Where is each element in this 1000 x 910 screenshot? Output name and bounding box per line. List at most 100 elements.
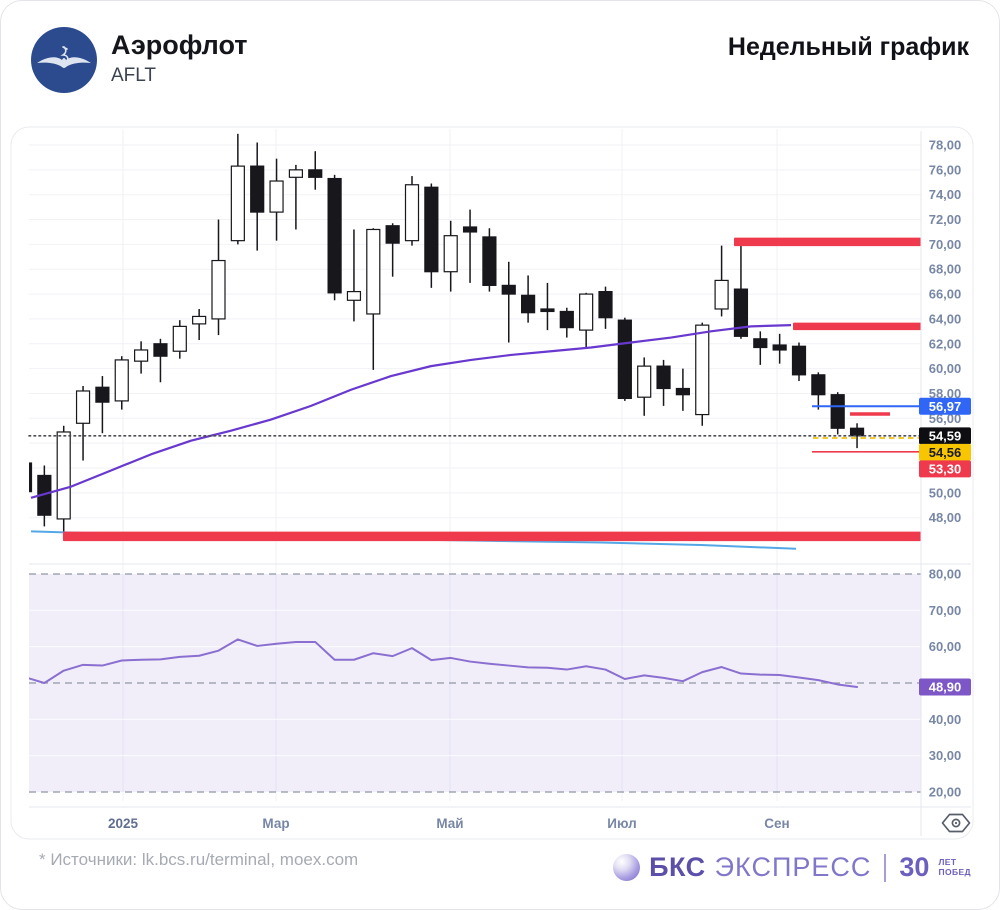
candle — [482, 228, 497, 292]
rsi-badge[interactable]: 48,90 — [919, 678, 971, 696]
axis-tick-label: 64,00 — [929, 311, 962, 326]
candle — [753, 331, 768, 365]
axis-tick-label: 40,00 — [929, 712, 962, 727]
red-zone[interactable] — [63, 531, 921, 542]
candle — [153, 338, 168, 383]
brand-anniversary-line2: ПОБЕД — [938, 866, 971, 877]
candle — [327, 174, 342, 301]
time-tick-label: Май — [436, 816, 463, 831]
chart-widget-border — [10, 126, 974, 840]
axis-tick-label: 66,00 — [929, 287, 962, 302]
candle — [714, 245, 729, 317]
svg-text:56,97: 56,97 — [929, 399, 962, 414]
candle — [172, 320, 187, 359]
candle — [579, 292, 594, 348]
candle — [559, 307, 574, 338]
candle — [29, 462, 33, 493]
timeframe-label: Недельный график — [727, 33, 969, 61]
candle — [404, 176, 420, 246]
axis-tick-label: 74,00 — [929, 187, 962, 202]
candle — [192, 308, 207, 341]
candle — [695, 322, 710, 426]
brand-divider — [884, 853, 887, 882]
candle — [211, 219, 226, 336]
brand-bks: БКС — [649, 852, 706, 882]
brand-express: ЭКСПРЕСС — [714, 852, 872, 882]
candle — [598, 286, 613, 329]
axis-tick-label: 58,00 — [929, 386, 962, 401]
axis-tick-label: 50,00 — [929, 485, 962, 500]
candle — [308, 151, 323, 190]
svg-text:48,90: 48,90 — [929, 680, 962, 695]
time-tick-label: Сен — [764, 816, 789, 831]
brand-anniversary-line1: ЛЕТ — [938, 856, 957, 867]
candle — [443, 220, 458, 292]
axis-tick-label: 30,00 — [929, 748, 962, 763]
candle — [501, 261, 516, 343]
candle — [288, 164, 303, 230]
axis-tick-label: 76,00 — [929, 162, 962, 177]
axis-tick-label: 48,00 — [929, 510, 962, 525]
axis-tick-label: 78,00 — [929, 138, 962, 153]
candle — [230, 133, 245, 245]
red-zone[interactable] — [793, 322, 921, 331]
svg-text:53,30: 53,30 — [929, 462, 962, 477]
time-tick-label: Мар — [262, 816, 289, 831]
candle — [540, 282, 555, 331]
axis-tick-label: 60,00 — [929, 361, 962, 376]
candle — [675, 368, 691, 411]
candle — [656, 359, 671, 406]
axis-tick-label: 72,00 — [929, 212, 962, 227]
rsi-line — [29, 638, 859, 688]
candle — [250, 142, 265, 251]
candle — [462, 209, 478, 283]
candle — [791, 342, 807, 382]
axis-tick-label: 20,00 — [929, 784, 962, 799]
svg-text:54,59: 54,59 — [929, 429, 962, 444]
separators — [29, 131, 971, 836]
instrument-title: Аэрофлот — [111, 30, 248, 60]
axis-tick-label: 80,00 — [929, 567, 962, 582]
candle — [346, 229, 362, 322]
svg-text:54,56: 54,56 — [929, 445, 962, 460]
candle — [134, 341, 149, 374]
rsi-gridlines — [29, 609, 921, 757]
price-badge-54,59[interactable]: 54,59 — [919, 427, 971, 445]
sources-note: * Источники: lk.bcs.ru/terminal, moex.co… — [39, 850, 359, 869]
candle — [520, 275, 536, 323]
axis-tick-label: 70,00 — [929, 603, 962, 618]
candle — [56, 425, 71, 539]
price-gridlines — [29, 144, 921, 519]
rsi-dashed-levels — [29, 573, 921, 793]
time-tick-label: Июл — [607, 816, 636, 831]
time-tick-label: 2025 — [108, 816, 139, 831]
candles — [29, 133, 865, 539]
instrument-ticker: AFLT — [111, 64, 157, 86]
bcs-express-logo: БКС ЭКСПРЕСС 30 ЛЕТ ПОБЕД — [613, 852, 971, 883]
price-axis: 78,00 76,00 74,00 72,00 70,00 68,00 66,00 64,00… — [929, 138, 962, 526]
ma-line-purple — [30, 324, 792, 499]
candle — [424, 183, 439, 288]
candle — [733, 239, 749, 339]
candle — [75, 386, 91, 461]
price-badge-56,97[interactable]: 56,97 — [919, 397, 971, 415]
candle — [95, 376, 110, 434]
bcs-sphere-icon — [613, 854, 641, 881]
level-zones[interactable] — [63, 237, 921, 542]
candle — [637, 357, 652, 416]
hide-drawings-eye-icon[interactable] — [941, 813, 971, 833]
brand-anniversary-number: 30 — [899, 852, 930, 882]
aeroflot-logo-icon — [31, 27, 97, 93]
axis-tick-label: 62,00 — [929, 336, 962, 351]
time-axis: 2025 Мар Май Июл Сен — [108, 816, 790, 831]
candle — [830, 392, 845, 435]
alert-lines[interactable] — [28, 405, 922, 453]
red-zone[interactable] — [734, 237, 921, 247]
candle — [114, 356, 129, 410]
price-badge-53,30[interactable]: 53,30 — [919, 460, 971, 478]
price-badge-54,56[interactable]: 54,56 — [919, 443, 971, 461]
